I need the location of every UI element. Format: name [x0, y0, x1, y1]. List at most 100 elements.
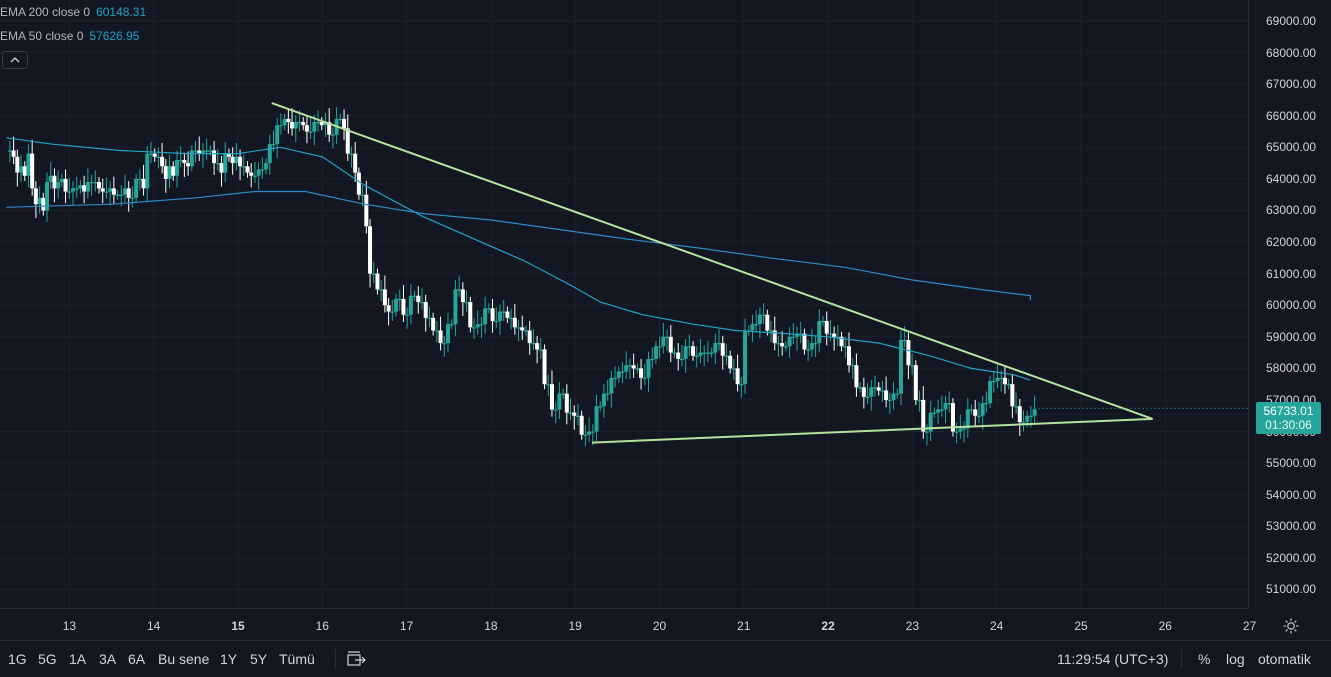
candle-body — [93, 182, 98, 184]
candle — [193, 141, 198, 163]
candle — [865, 382, 870, 405]
ema50-line[interactable] — [6, 137, 1031, 381]
candle — [468, 297, 473, 333]
candle-body — [371, 273, 376, 275]
candle — [382, 275, 387, 313]
candle — [553, 402, 558, 424]
candle — [694, 346, 699, 368]
candle — [338, 113, 343, 124]
candle-body — [523, 330, 528, 332]
candle-body — [976, 415, 981, 417]
collapse-legend-button[interactable] — [2, 51, 28, 69]
candle — [252, 161, 257, 184]
price-tick-label: 54000.00 — [1266, 487, 1317, 502]
candle-body — [691, 346, 696, 356]
candle — [835, 325, 840, 347]
candle-body — [698, 352, 703, 356]
range-button-1y[interactable]: 1Y — [220, 651, 238, 667]
range-button-1g[interactable]: 1G — [8, 651, 27, 667]
range-button-5y[interactable]: 5Y — [250, 651, 268, 667]
candle-body — [950, 403, 955, 432]
candle-body — [817, 321, 822, 344]
price-tick-label: 53000.00 — [1266, 519, 1317, 534]
range-button-bu-sene[interactable]: Bu sene — [158, 651, 210, 667]
candle-body — [252, 175, 257, 177]
chart-settings-icon[interactable] — [1282, 617, 1300, 635]
candle-body — [717, 343, 722, 345]
candle — [82, 175, 87, 204]
toolbar-divider — [335, 649, 336, 669]
candle-body — [59, 178, 64, 183]
go-to-date-icon[interactable] — [347, 651, 367, 667]
candle — [976, 401, 981, 424]
candle-body — [390, 311, 395, 313]
candle-body — [353, 153, 358, 173]
candle-body — [1017, 406, 1022, 423]
candle-body — [620, 371, 625, 373]
percent-scale-toggle[interactable]: % — [1198, 651, 1211, 667]
range-button-3a[interactable]: 3A — [99, 651, 117, 667]
candle — [650, 347, 655, 369]
candle-body — [635, 368, 640, 370]
candle-body — [613, 377, 618, 380]
candle-body — [872, 387, 877, 389]
range-button-tümü[interactable]: Tümü — [279, 651, 315, 667]
candle — [691, 341, 696, 361]
bottom-toolbar: 1G 5G 1A 3A 6A Bu sene 1Y 5Y Tümü 11:29:54 (UTC+… — [0, 640, 1331, 677]
candle — [813, 335, 818, 358]
candle — [962, 421, 967, 443]
candle — [394, 293, 399, 317]
range-button-1a[interactable]: 1A — [69, 651, 87, 667]
candle-body — [780, 343, 785, 347]
candle-body — [683, 346, 688, 359]
price-chart[interactable] — [0, 0, 1248, 640]
candle — [613, 366, 618, 388]
candle-body — [483, 308, 488, 325]
log-scale-toggle[interactable]: log — [1226, 651, 1245, 667]
candle — [757, 307, 762, 339]
candle — [720, 335, 725, 370]
time-tick-label: 21 — [737, 619, 751, 633]
candle — [973, 399, 978, 428]
candle-body — [241, 166, 246, 168]
price-axis[interactable] — [1248, 0, 1331, 608]
candle — [1032, 395, 1037, 424]
price-tick-label: 62000.00 — [1266, 235, 1317, 250]
candle-body — [111, 188, 116, 195]
candle — [965, 397, 970, 438]
candle — [676, 343, 681, 371]
candle — [427, 306, 432, 328]
candle-body — [434, 330, 439, 332]
ema200-line[interactable] — [6, 190, 1031, 301]
timezone-clock[interactable]: 11:29:54 (UTC+3) — [1057, 651, 1169, 667]
trendline-support[interactable] — [592, 417, 1153, 444]
candle-body — [709, 352, 714, 354]
range-button-6a[interactable]: 6A — [128, 651, 146, 667]
range-button-5g[interactable]: 5G — [38, 651, 57, 667]
candle — [401, 285, 406, 322]
candle — [891, 381, 896, 410]
candle — [991, 371, 996, 393]
candle-body — [453, 289, 458, 325]
candle-body — [1028, 415, 1033, 417]
candle — [26, 144, 31, 188]
candle-body — [1032, 409, 1037, 416]
candle — [932, 407, 937, 418]
candle — [798, 321, 803, 344]
candle — [724, 344, 729, 366]
candle — [48, 161, 53, 190]
candle-body — [898, 339, 903, 394]
candle-body — [293, 122, 298, 129]
candle — [126, 181, 131, 212]
candle-body — [438, 330, 443, 344]
candle — [420, 288, 425, 310]
candle — [564, 384, 569, 425]
candle — [995, 363, 1000, 389]
auto-scale-toggle[interactable]: otomatik — [1258, 651, 1311, 667]
candle — [497, 304, 502, 335]
trendline-resistance[interactable] — [271, 102, 1153, 420]
candle-body — [468, 302, 473, 328]
candle — [89, 174, 94, 196]
candle-body — [104, 191, 109, 193]
candle-body — [542, 349, 547, 385]
